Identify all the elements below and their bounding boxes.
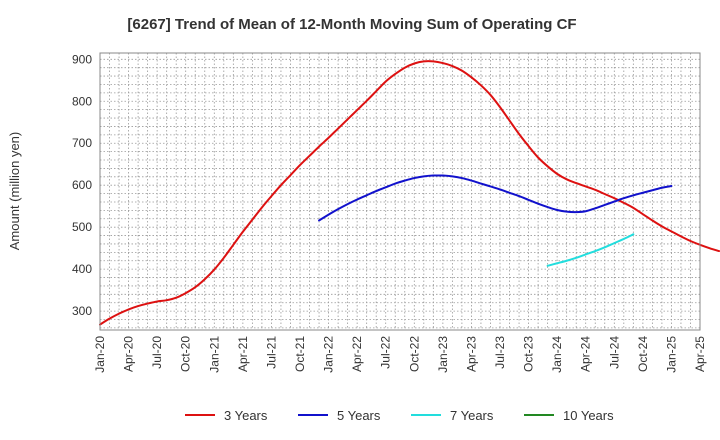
x-tick-label: Apr-24: [579, 336, 593, 372]
plot-frame: [99, 52, 701, 331]
x-tick-label: Jan-21: [207, 336, 221, 373]
x-tick-label: Apr-25: [693, 336, 707, 372]
x-tick-label: Apr-20: [122, 336, 136, 372]
axis-ticks: 300 400 500 600 700 800 900 Jan-20 Apr-20 Jul-20 O…: [72, 52, 707, 372]
series-line-7-years: [546, 233, 635, 267]
x-tick-label: Jul-24: [607, 336, 621, 369]
x-tick-label: Oct-20: [179, 336, 193, 372]
x-tick-label: Jan-25: [664, 336, 678, 373]
x-tick-label: Jan-23: [436, 336, 450, 373]
series-line-3-years: [99, 60, 720, 326]
x-tick-label: Jul-23: [493, 336, 507, 369]
x-tick-label: Apr-23: [464, 336, 478, 372]
x-tick-label: Jul-22: [379, 336, 393, 369]
x-tick-label: Oct-24: [636, 336, 650, 372]
y-tick-label: 700: [72, 136, 92, 150]
y-tick-label: 600: [72, 178, 92, 192]
y-tick-label: 300: [72, 304, 92, 318]
grid: [100, 53, 700, 330]
y-tick-label: 900: [72, 52, 92, 66]
x-tick-label: Jan-22: [322, 336, 336, 373]
x-tick-label: Jul-20: [150, 336, 164, 369]
x-tick-label: Oct-21: [293, 336, 307, 372]
y-tick-label: 400: [72, 262, 92, 276]
y-axis-label: Amount (million yen): [7, 132, 22, 251]
chart-title: [6267] Trend of Mean of 12-Month Moving …: [127, 16, 576, 33]
legend-label-5-years: 5 Years: [337, 408, 381, 423]
x-tick-label: Apr-21: [236, 336, 250, 372]
legend-label-3-years: 3 Years: [224, 408, 268, 423]
x-tick-label: Oct-22: [407, 336, 421, 372]
legend: 3 Years 5 Years 7 Years 10 Years: [185, 408, 614, 423]
legend-label-10-years: 10 Years: [563, 408, 614, 423]
plot-area: [100, 53, 700, 330]
x-tick-label: Jan-24: [550, 336, 564, 373]
y-tick-label: 800: [72, 94, 92, 108]
legend-label-7-years: 7 Years: [450, 408, 494, 423]
series-lines: [99, 60, 720, 326]
x-tick-label: Jan-20: [93, 336, 107, 373]
x-tick-label: Apr-22: [350, 336, 364, 372]
x-tick-label: Oct-23: [522, 336, 536, 372]
series-line-5-years: [318, 174, 673, 222]
y-tick-label: 500: [72, 220, 92, 234]
x-tick-label: Jul-21: [264, 336, 278, 369]
